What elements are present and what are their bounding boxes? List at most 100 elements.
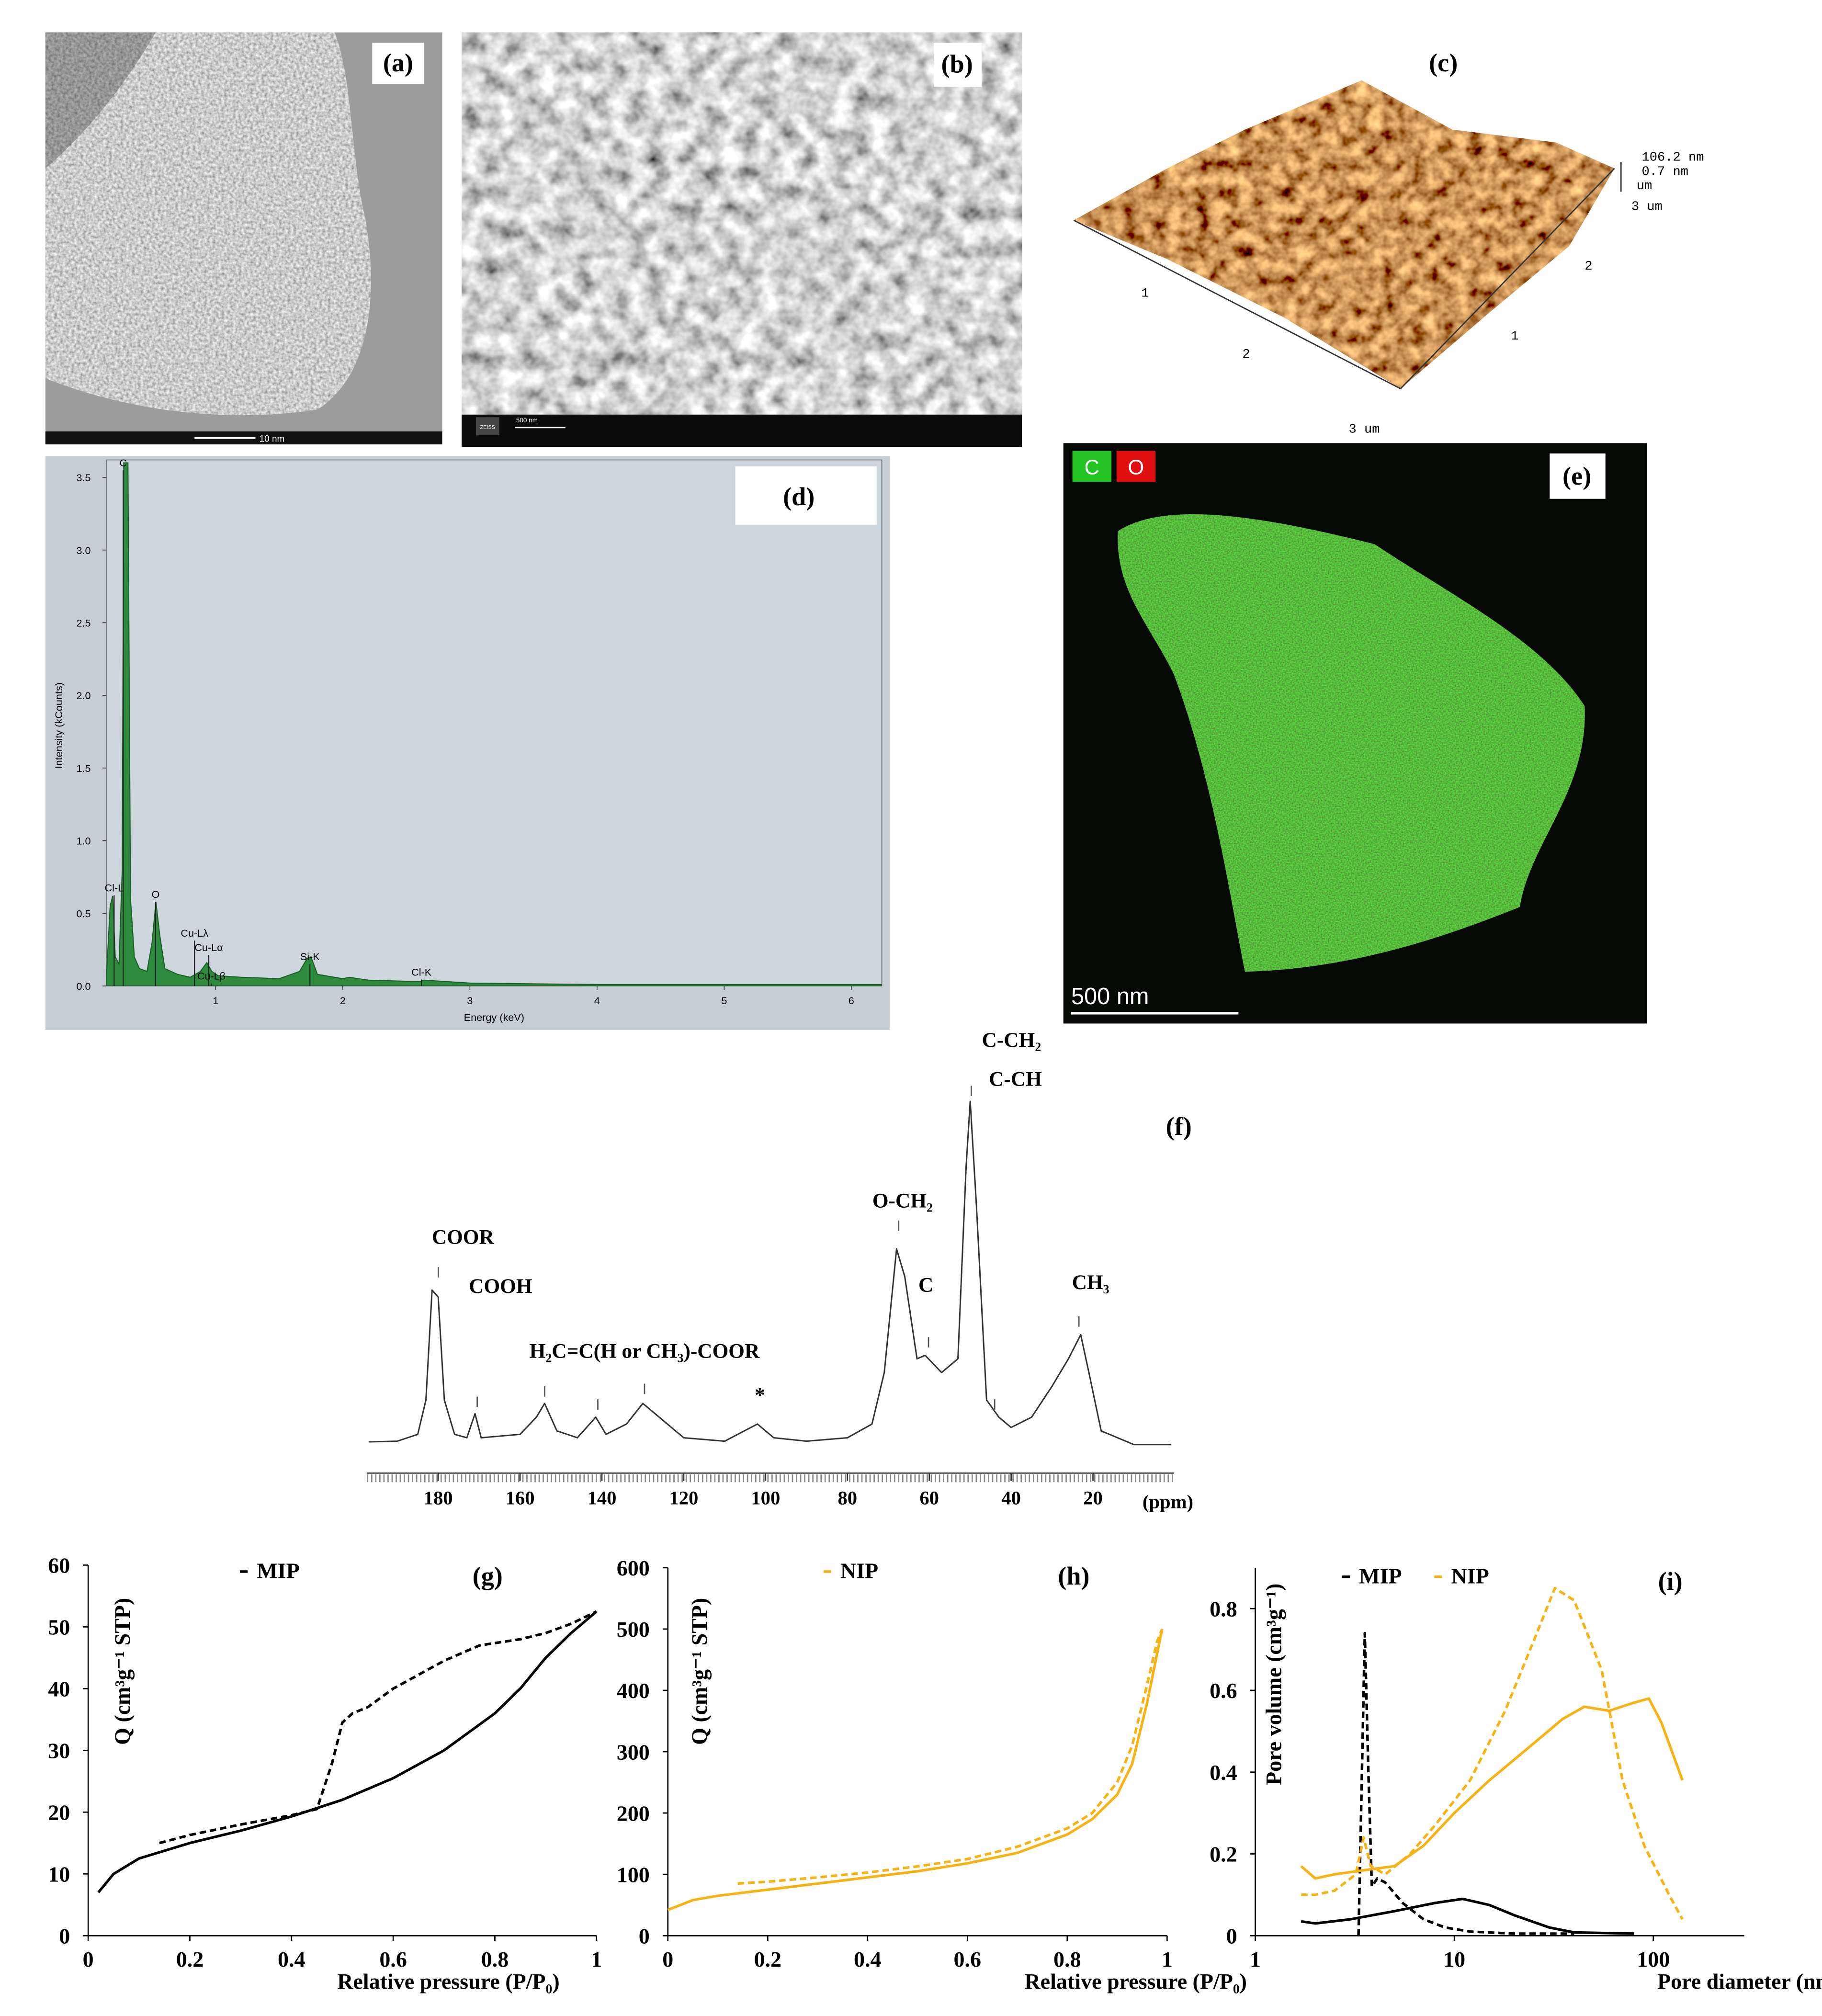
x-tick-label: 0.8 — [1053, 1947, 1081, 1971]
y-tick-label: 50 — [48, 1615, 70, 1640]
x-tick-label: 0.2 — [176, 1947, 204, 1971]
plot-area — [106, 459, 883, 986]
x-tick-label: 2 — [340, 995, 346, 1007]
peak-label: Cu-Lλ — [181, 927, 208, 939]
x-tick-label: 160 — [506, 1487, 535, 1508]
y-tick-label: 100 — [617, 1862, 650, 1887]
axis-label: 2 — [1242, 347, 1250, 362]
element-label: O — [1128, 456, 1144, 479]
z-label: 106.2 nm — [1642, 150, 1704, 165]
peak-label: Si-K — [300, 951, 320, 963]
x-tick-label: 1 — [1250, 1947, 1261, 1971]
data-line — [667, 1629, 1164, 1911]
x-tick-label: 10 — [1443, 1947, 1465, 1971]
x-axis-label: Relative pressure (P/P₀) — [1024, 1969, 1247, 1993]
data-line — [1301, 1586, 1684, 1920]
x-tick-label: 0 — [662, 1947, 673, 1971]
panel-label: (c) — [1429, 48, 1458, 77]
peak-label: C — [119, 457, 127, 469]
sem-image — [462, 32, 1022, 415]
peak-label: Cl-K — [411, 966, 432, 978]
x-tick-label: 5 — [721, 995, 727, 1007]
x-tick-label: 1 — [213, 995, 218, 1007]
label-box — [1550, 453, 1606, 499]
y-tick-label: 30 — [48, 1739, 70, 1763]
panel-label: (a) — [383, 48, 413, 77]
label-box — [372, 43, 424, 84]
logo — [475, 417, 499, 436]
x-tick-label: 180 — [424, 1487, 453, 1508]
x-tick-label: 6 — [849, 995, 854, 1007]
peak-label: Cu-Lβ — [197, 970, 226, 982]
annotation: CH₃ — [1072, 1271, 1109, 1294]
data-line — [1357, 1631, 1574, 1936]
panel-a: 10 nm (a) — [45, 32, 442, 445]
y-tick-label: 500 — [617, 1617, 650, 1642]
panel-label: (g) — [473, 1562, 503, 1590]
peak-label: Cu-Lα — [194, 941, 223, 953]
x-tick-label: 0.6 — [379, 1947, 407, 1971]
brand: ZEISS — [480, 425, 495, 430]
tem-image — [45, 32, 371, 416]
y-axis-label: Pore volume (cm³g⁻¹) — [1262, 1584, 1286, 1785]
x-tick-label: 20 — [1083, 1487, 1103, 1508]
y-tick-label: 400 — [617, 1678, 650, 1703]
y-tick-label: 1.0 — [76, 835, 91, 847]
peak-label: O — [152, 888, 160, 900]
element-chip — [1072, 451, 1111, 482]
y-tick-label: 0.8 — [1210, 1597, 1237, 1621]
x-tick-label: 0.4 — [278, 1947, 306, 1971]
sem-info-bar — [462, 414, 1022, 447]
x-tick-label: 100 — [1637, 1947, 1670, 1971]
annotation: O-CH₂ — [872, 1189, 933, 1212]
x-tick-label: 1 — [1162, 1947, 1173, 1971]
y-tick-label: 0.5 — [76, 907, 91, 919]
legend-label: NIP — [840, 1559, 878, 1583]
peak-markers — [367, 1086, 1174, 1483]
y-axis-label: Q (cm³g⁻¹ STP) — [110, 1598, 135, 1745]
chart: 180 160 140 120 100 80 60 40 20 (ppm) COOR COOH H₂C=… — [367, 1029, 1193, 1512]
data-line — [1300, 1697, 1684, 1880]
annotation: * — [755, 1384, 765, 1407]
scale-bar-text: 500 nm — [1071, 984, 1149, 1009]
y-tick-label: 10 — [48, 1862, 70, 1887]
y-tick-label: 60 — [48, 1553, 70, 1578]
axis-label: 1 — [1141, 286, 1149, 301]
legend-label: NIP — [1451, 1563, 1489, 1588]
x-axis-label: Relative pressure (P/P₀) — [337, 1969, 560, 1993]
x-tick-label: 0.2 — [754, 1947, 781, 1971]
y-tick-label: 0.2 — [1210, 1842, 1237, 1867]
x-tick-label: 0.4 — [854, 1947, 882, 1971]
x-tick-label: 120 — [669, 1487, 698, 1508]
annotation: COOR — [432, 1225, 495, 1248]
y-tick-label: 600 — [617, 1556, 650, 1580]
panel-label: (e) — [1562, 462, 1591, 490]
x-tick-label: 40 — [1001, 1487, 1021, 1508]
x-tick-label: 0 — [83, 1947, 94, 1971]
y-tick-label: 3.5 — [76, 472, 91, 484]
peak-label: Cl-L — [104, 882, 124, 894]
data-line — [368, 1100, 1171, 1446]
scale-bar-text: 10 nm — [260, 434, 285, 444]
y-axis-label: Q (cm³g⁻¹ STP) — [687, 1598, 712, 1745]
label-box — [933, 43, 982, 87]
x-tick-label: 0.6 — [954, 1947, 982, 1971]
y-tick-label: 2.0 — [76, 690, 91, 702]
y-tick-label: 200 — [617, 1801, 650, 1825]
data-line — [737, 1628, 1164, 1885]
z-label: 0.7 nm — [1642, 164, 1688, 179]
panel-label: (d) — [783, 482, 815, 511]
x-tick-label: 4 — [594, 995, 600, 1007]
label-box — [735, 466, 877, 525]
y-tick-label: 300 — [617, 1740, 650, 1764]
y-tick-label: 0.0 — [76, 980, 91, 992]
y-tick-label: 40 — [48, 1677, 70, 1701]
x-axis-label: (ppm) — [1143, 1491, 1193, 1512]
y-tick-label: 1.5 — [76, 762, 91, 774]
afm-surface — [1074, 80, 1615, 389]
x-tick-label: 100 — [751, 1487, 780, 1508]
x-tick-label: 140 — [588, 1487, 617, 1508]
annotation: C — [918, 1274, 933, 1297]
panel-c: (c) 1 2 3 um 1 2 3 um 106.2 nm 0.7 nm um — [1073, 48, 1704, 437]
